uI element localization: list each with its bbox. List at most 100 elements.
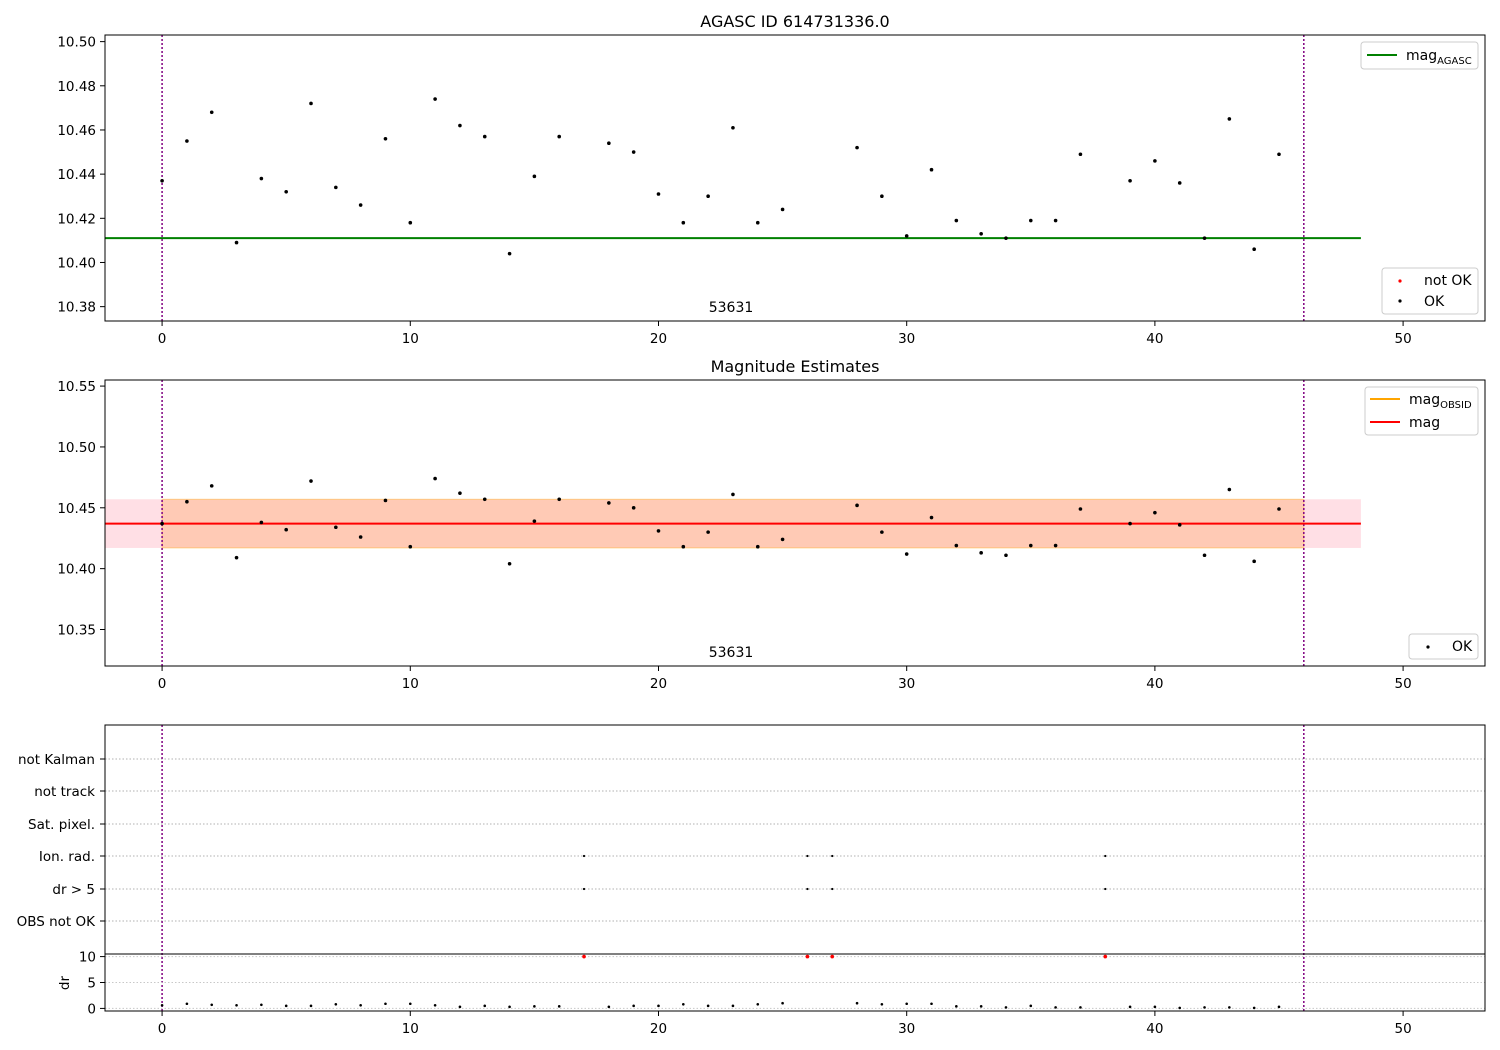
ok-point (234, 240, 239, 245)
dr-ok-point (955, 1005, 958, 1008)
ok-point (755, 220, 760, 225)
ok-point (1227, 117, 1232, 121)
dr-tick-label: 0 (87, 1001, 96, 1017)
ok-point (1202, 236, 1207, 240)
ok-point (383, 498, 388, 503)
ok-point (458, 491, 462, 495)
ok-point (160, 521, 164, 526)
ok-point (1004, 553, 1008, 558)
ok-point (284, 190, 288, 194)
ok-point (209, 484, 214, 488)
dr-ok-point (334, 1002, 338, 1006)
x-tick-label: 20 (650, 1021, 667, 1037)
ok-point (433, 97, 437, 101)
magnitude-panel: Magnitude Estimates 53631 0 10 20 30 40 50 10… (57, 357, 1486, 692)
dr-ok-point (235, 1004, 238, 1007)
x-tick-label: 10 (402, 676, 419, 692)
ok-point (557, 134, 562, 139)
dr-ok-point (557, 1005, 561, 1008)
agasc-legend-upper: magAGASC (1360, 41, 1479, 70)
ok-point (1177, 523, 1182, 527)
flag-label: not Kalman (18, 752, 95, 768)
obsid-label: 53631 (709, 300, 754, 316)
ok-point (1277, 152, 1281, 157)
dr-ok-point (384, 1002, 387, 1006)
x-tick-label: 0 (158, 1021, 167, 1037)
y-tick-label: 10.50 (57, 35, 96, 51)
x-tick-label: 40 (1146, 1021, 1163, 1037)
x-tick-label: 20 (650, 676, 667, 692)
dr-ok-point (781, 1001, 784, 1005)
ok-point (358, 203, 363, 207)
ok-point (160, 178, 164, 183)
legend-marker-not-ok (1398, 279, 1402, 283)
y-tick-label: 10.40 (57, 562, 96, 578)
dr-ok-point (855, 1001, 859, 1005)
ok-point (309, 479, 313, 483)
ok-point (1177, 181, 1182, 185)
ok-point (358, 535, 363, 539)
y-tick-label: 10.44 (57, 167, 96, 183)
ok-point (656, 192, 661, 196)
ok-point (631, 150, 636, 154)
flag-point (1104, 887, 1107, 891)
x-tick-label: 50 (1394, 1021, 1411, 1037)
ok-point (185, 499, 189, 504)
dr-ok-point (433, 1004, 437, 1007)
x-tick-label: 30 (898, 331, 915, 347)
ok-point (780, 207, 785, 212)
ok-point (780, 537, 785, 542)
ok-point (954, 218, 959, 223)
dr-ok-point (657, 1004, 660, 1008)
agasc-plot-frame (104, 34, 1486, 322)
dr-ok-point (1228, 1006, 1231, 1009)
dr-ok-point (756, 1002, 760, 1006)
x-tick-label: 10 (402, 331, 419, 347)
y-tick-label: 10.40 (57, 255, 96, 271)
flag-label: dr > 5 (52, 882, 95, 898)
ok-point (334, 525, 338, 530)
dr-ok-point (359, 1004, 362, 1007)
ok-point (532, 519, 537, 523)
dr-ok-point (309, 1004, 313, 1008)
flag-point (831, 854, 834, 858)
dr-ok-point (905, 1002, 908, 1006)
ok-point (1252, 247, 1256, 252)
x-tick-label: 30 (898, 1021, 915, 1037)
ok-point (1153, 159, 1157, 163)
agasc-panel: AGASC ID 614731336.0 53631 0 10 20 30 40 50 1… (57, 12, 1486, 347)
ok-point (681, 544, 686, 549)
dr-ok-point (706, 1004, 710, 1008)
obsid-label: 53631 (709, 645, 754, 661)
ok-point (855, 145, 859, 150)
agasc-panel-title: AGASC ID 614731336.0 (700, 12, 889, 31)
flag-label: not track (34, 784, 95, 800)
ok-point (334, 185, 338, 190)
dr-ok-point (185, 1002, 189, 1006)
ok-point (1028, 218, 1033, 223)
ok-point (309, 101, 313, 106)
ok-point (1128, 178, 1132, 183)
ok-point (681, 220, 686, 225)
x-tick-label: 20 (650, 331, 667, 347)
ok-point (1078, 507, 1083, 511)
dr-ok-point (632, 1004, 635, 1008)
ok-point (979, 231, 983, 236)
dr-ok-point (1128, 1005, 1132, 1009)
ok-point (607, 501, 611, 505)
dr-ok-point (1178, 1006, 1182, 1010)
ok-point (607, 141, 611, 146)
dr-not-ok-point (805, 954, 810, 959)
y-tick-label: 10.48 (57, 79, 96, 95)
flags-plot-frame (104, 724, 1486, 1012)
ok-point (1053, 218, 1058, 223)
ok-point (1227, 487, 1232, 492)
dr-ok-point (160, 1004, 164, 1007)
dr-ok-point (1079, 1006, 1082, 1009)
dr-ok-point (731, 1004, 735, 1008)
ok-point (532, 174, 537, 179)
dr-ok-point (1153, 1005, 1157, 1009)
ok-point (209, 110, 214, 115)
ok-point (507, 251, 512, 256)
dr-ok-point (210, 1003, 214, 1007)
